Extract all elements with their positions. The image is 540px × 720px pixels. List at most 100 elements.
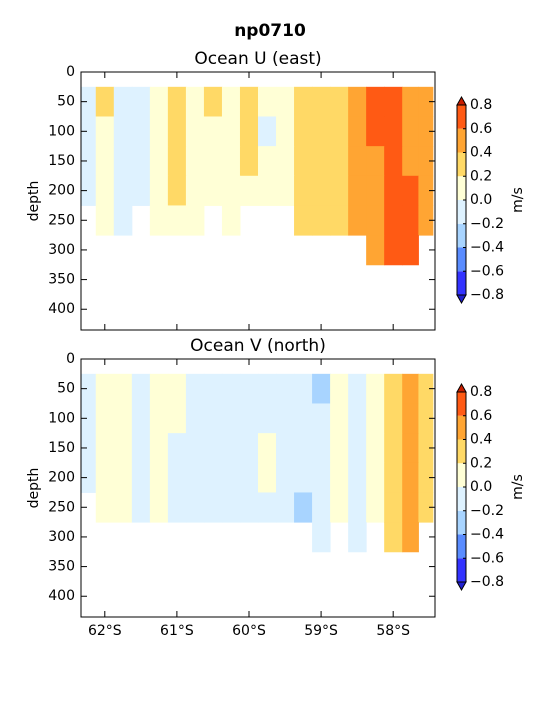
colorbar-band (457, 271, 466, 295)
contour-cell (149, 403, 169, 434)
contour-cell (366, 373, 385, 404)
contour-cell (185, 403, 205, 434)
contour-cell (203, 462, 223, 493)
contour-cell (167, 492, 187, 523)
contour-cell (258, 492, 277, 523)
contour-cell (330, 146, 349, 177)
colorbar-tick-label: 0.2 (470, 455, 492, 471)
x-tick-label: 60°S (232, 623, 266, 639)
contour-cell (348, 492, 367, 523)
colorbar-tick-label: −0.8 (470, 287, 504, 303)
colorbar-tick-label: 0.0 (470, 192, 492, 208)
contour-cell (276, 86, 295, 117)
y-tick-label: 200 (48, 183, 75, 199)
y-tick-label: 400 (48, 301, 75, 317)
colorbar-tick-label: 0.4 (470, 145, 492, 161)
x-tick-label: 61°S (160, 623, 194, 639)
contour-cell (402, 462, 419, 493)
y-tick-label: 50 (57, 94, 75, 110)
contour-cell (239, 86, 259, 117)
contour-cell (312, 146, 331, 177)
contour-cell (418, 146, 434, 177)
contour-cell (384, 492, 403, 523)
contour-cell (312, 86, 331, 117)
contour-cell (149, 146, 169, 177)
contour-cell (294, 86, 313, 117)
contour-cell (276, 373, 295, 404)
contour-cell (402, 146, 419, 177)
contour-cell (221, 373, 241, 404)
contour-cell (294, 403, 313, 434)
contour-cell (131, 373, 151, 404)
contour-cell (418, 462, 434, 493)
contour-cell (294, 116, 313, 147)
contour-cell (167, 116, 187, 147)
contour-cell (418, 205, 434, 236)
contour-cell (95, 205, 115, 236)
contour-cell (258, 146, 277, 177)
colorbar-tick-label: 0.0 (470, 479, 492, 495)
contour-cell (131, 175, 151, 206)
contour-cell (258, 116, 277, 147)
colorbar-band (457, 176, 466, 200)
contour-cell (185, 462, 205, 493)
y-tick-label: 100 (48, 410, 75, 426)
contour-cell (81, 373, 97, 404)
contour-cell (418, 116, 434, 147)
contour-cell (149, 492, 169, 523)
contour-cell (131, 462, 151, 493)
contour-cell (348, 403, 367, 434)
contour-cell (185, 86, 205, 117)
contour-cell (203, 373, 223, 404)
contour-cell (239, 146, 259, 177)
contour-cell (221, 205, 241, 236)
contour-cell (95, 86, 115, 117)
contour-cell (203, 403, 223, 434)
contour-cell (348, 175, 367, 206)
contour-cell (113, 433, 133, 464)
axes-frame (80, 71, 436, 331)
y-tick-label: 50 (57, 381, 75, 397)
contour-cell (203, 86, 223, 117)
contour-cell (221, 492, 241, 523)
contour-cell (366, 433, 385, 464)
contour-cell (167, 403, 187, 434)
y-tick-label: 200 (48, 470, 75, 486)
contour-cell (95, 462, 115, 493)
contour-cell (366, 175, 385, 206)
contour-cell (402, 116, 419, 147)
contour-cell (276, 492, 295, 523)
colorbar-tick-label: −0.4 (470, 527, 504, 543)
contour-field (81, 86, 434, 266)
contour-cell (418, 86, 434, 117)
contour-cell (239, 116, 259, 147)
contour-cell (366, 403, 385, 434)
panel-title: Ocean U (east) (194, 49, 321, 69)
contour-cell (366, 462, 385, 493)
contour-cell (312, 175, 331, 206)
colorbar-extend-max (456, 95, 467, 106)
contour-cell (312, 116, 331, 147)
contour-cell (276, 175, 295, 206)
contour-cell (221, 462, 241, 493)
colorbar-tick-label: 0.6 (470, 408, 492, 424)
contour-cell (294, 373, 313, 404)
contour-cell (221, 403, 241, 434)
contour-cell (348, 433, 367, 464)
contour-cell (312, 433, 331, 464)
contour-cell (330, 403, 349, 434)
contour-cell (258, 433, 277, 464)
contour-cell (239, 373, 259, 404)
contour-cell (113, 146, 133, 177)
y-tick-label: 350 (48, 272, 75, 288)
contour-cell (330, 205, 349, 236)
figure-title: np0710 (234, 21, 306, 41)
contour-cell (402, 522, 419, 553)
contour-cell (203, 492, 223, 523)
axes-frame (80, 358, 436, 618)
contour-cell (348, 86, 367, 117)
y-tick-label: 100 (48, 123, 75, 139)
contour-cell (167, 175, 187, 206)
contour-cell (185, 492, 205, 523)
contour-cell (312, 492, 331, 523)
